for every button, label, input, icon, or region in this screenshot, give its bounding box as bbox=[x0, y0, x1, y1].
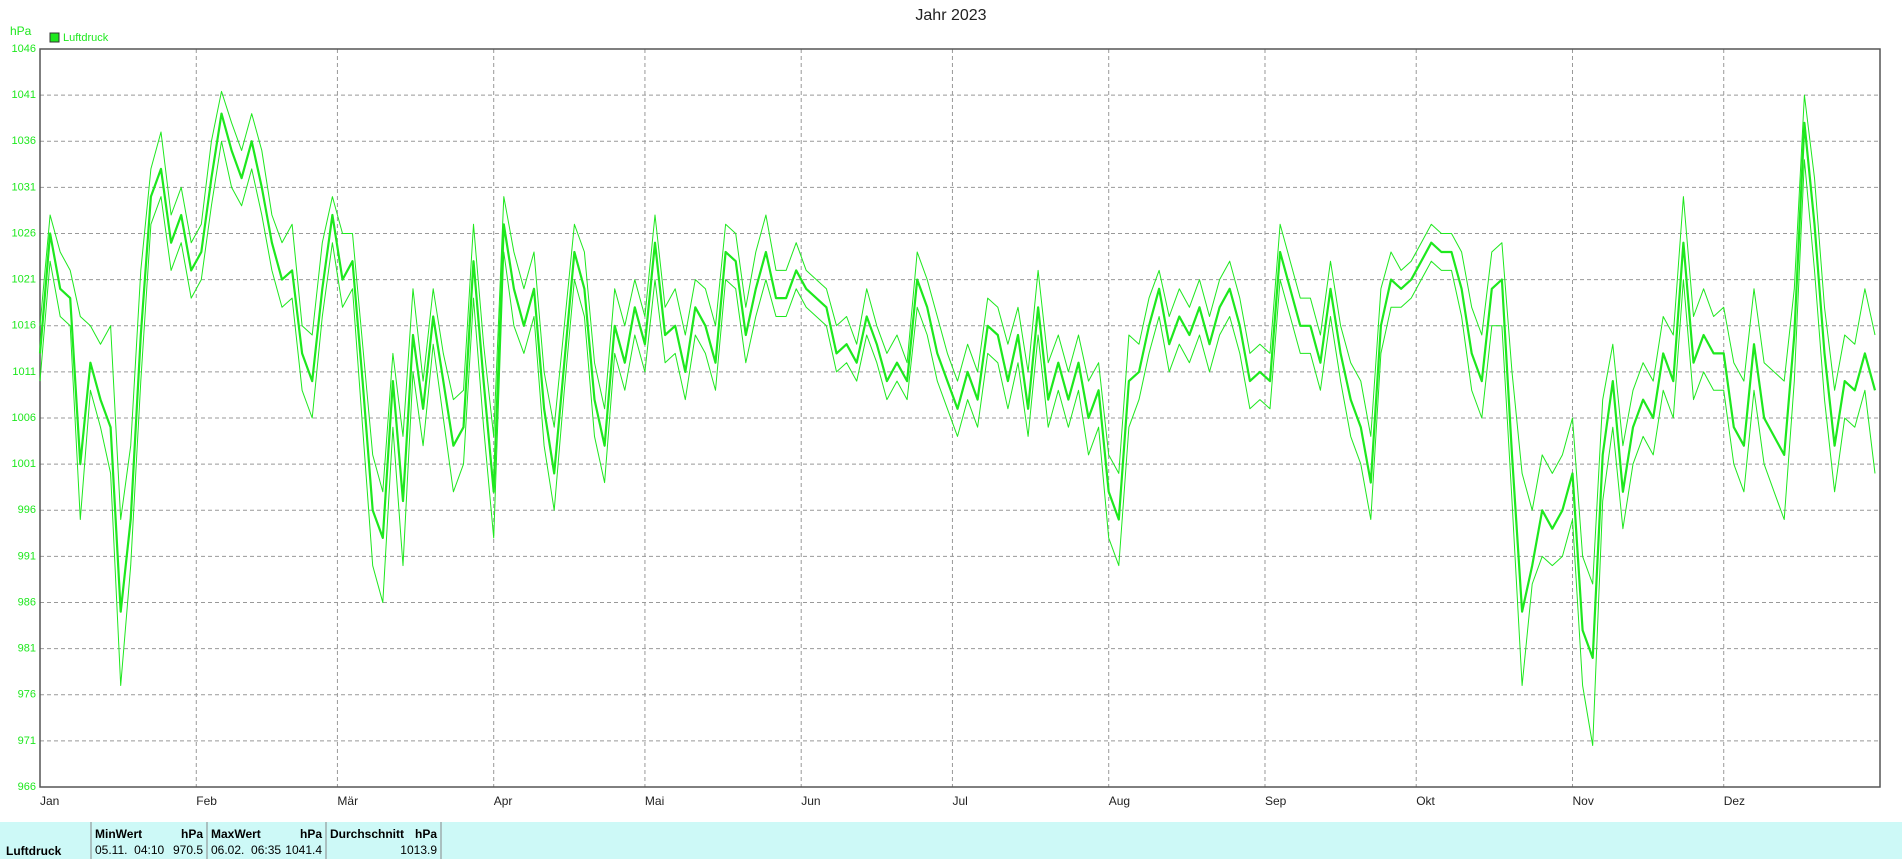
column-time: 05.11. 04:10 bbox=[95, 843, 164, 857]
x-tick-label: Jun bbox=[801, 794, 820, 808]
x-tick-label: Jul bbox=[952, 794, 967, 808]
y-tick-label: 1026 bbox=[12, 227, 36, 239]
series-line bbox=[38, 112, 1877, 659]
y-tick-label: 1006 bbox=[12, 412, 36, 424]
x-tick-label: Mär bbox=[337, 794, 358, 808]
column-value: 1013.9 bbox=[400, 843, 437, 857]
y-tick-label: 966 bbox=[18, 781, 36, 793]
series-line bbox=[39, 140, 1876, 746]
y-tick-label: 1031 bbox=[12, 181, 36, 193]
series-line bbox=[39, 90, 1876, 585]
summary-panel bbox=[0, 822, 1902, 859]
x-tick-label: Okt bbox=[1416, 794, 1435, 808]
y-axis-label: hPa bbox=[10, 24, 32, 38]
x-tick-label: Feb bbox=[196, 794, 217, 808]
x-tick-label: Jan bbox=[40, 794, 59, 808]
y-tick-label: 976 bbox=[18, 689, 36, 701]
column-unit: hPa bbox=[300, 827, 322, 841]
summary-label: Luftdruck bbox=[6, 844, 62, 858]
plot-border bbox=[39, 48, 1881, 788]
legend-swatch bbox=[49, 32, 60, 43]
x-tick-label: Nov bbox=[1572, 794, 1593, 808]
column-unit: hPa bbox=[415, 827, 437, 841]
legend-label: Luftdruck bbox=[63, 32, 109, 44]
y-tick-label: 971 bbox=[18, 735, 36, 747]
x-tick-label: Sep bbox=[1265, 794, 1287, 808]
y-tick-label: 986 bbox=[18, 596, 36, 608]
x-tick-label: Apr bbox=[494, 794, 513, 808]
y-tick-label: 996 bbox=[18, 504, 36, 516]
column-time: 06.02. 06:35 bbox=[211, 843, 281, 857]
y-tick-label: 1001 bbox=[12, 458, 36, 470]
y-tick-label: 1021 bbox=[12, 274, 36, 286]
x-tick-label: Dez bbox=[1724, 794, 1745, 808]
column-header: MaxWert bbox=[211, 827, 261, 841]
column-unit: hPa bbox=[181, 827, 203, 841]
x-tick-label: Mai bbox=[645, 794, 664, 808]
y-tick-label: 1046 bbox=[12, 43, 36, 55]
y-tick-label: 991 bbox=[18, 550, 36, 562]
column-header: Durchschnitt bbox=[330, 827, 404, 841]
y-tick-label: 1016 bbox=[12, 320, 36, 332]
y-tick-label: 981 bbox=[18, 643, 36, 655]
y-tick-label: 1036 bbox=[12, 135, 36, 147]
x-tick-label: Aug bbox=[1109, 794, 1130, 808]
column-header: MinWert bbox=[95, 827, 142, 841]
column-value: 970.5 bbox=[173, 843, 203, 857]
y-tick-label: 1041 bbox=[12, 89, 36, 101]
chart-title: Jahr 2023 bbox=[915, 7, 986, 24]
column-value: 1041.4 bbox=[285, 843, 322, 857]
y-tick-label: 1011 bbox=[12, 366, 36, 378]
